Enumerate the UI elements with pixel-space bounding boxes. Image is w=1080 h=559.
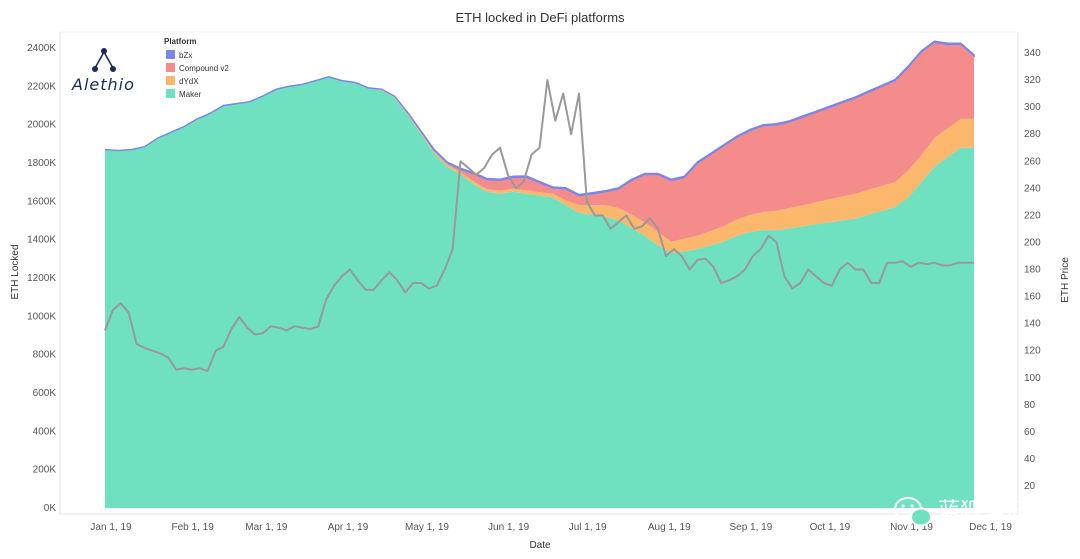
wechat-icon (894, 497, 932, 527)
y-tick-label: 1200K (27, 273, 56, 284)
x-tick-label: Apr 1, 19 (328, 522, 369, 533)
price-line-group (104, 79, 974, 372)
y2-tick-label: 300 (1024, 102, 1041, 113)
y2-tick-label: 340 (1024, 48, 1041, 59)
stacked-areas (104, 40, 975, 509)
x-tick-label: Nov 1, 19 (890, 522, 933, 533)
alethio-logo-text: Alethio (71, 75, 135, 94)
legend-label: bZx (179, 51, 192, 60)
y2-tick-label: 220 (1024, 210, 1041, 221)
x-tick-label: Dec 1, 19 (969, 522, 1012, 533)
legend-swatch-bzx (166, 50, 175, 59)
legend-label: Maker (179, 90, 202, 99)
y-tick-label: 2400K (27, 43, 56, 54)
y2-axis-title: ETH Price (1060, 257, 1071, 303)
x-tick-label: Oct 1, 19 (810, 522, 851, 533)
y2-tick-label: 20 (1024, 481, 1036, 492)
alethio-logo-icon (92, 48, 116, 72)
legend-swatch-compound-v2 (166, 63, 175, 72)
y-tick-label: 400K (33, 426, 57, 437)
gridlines (59, 31, 1019, 515)
y-tick-label: 1000K (27, 311, 56, 322)
x-tick-label: Jul 1, 19 (569, 522, 607, 533)
legend-label: Compound v2 (179, 64, 229, 73)
y-tick-label: 600K (33, 388, 57, 399)
y2-tick-label: 260 (1024, 156, 1041, 167)
area-maker (105, 76, 974, 509)
x-axis-ticks: Jan 1, 19 Feb 1, 19 Mar 1, 19 Apr 1, 19 May … (90, 522, 1012, 533)
eth-price-line (104, 79, 974, 372)
y-axis-ticks: 0K 200K 400K 600K 800K 1000K 1200K 1400K 1600K 18… (27, 43, 56, 514)
y-tick-label: 2000K (27, 120, 56, 131)
legend-swatch-maker (166, 89, 175, 98)
y2-tick-label: 40 (1024, 454, 1036, 465)
area-bzx (104, 40, 975, 197)
watermark: 蓝狐笔记 (894, 497, 1026, 527)
y-tick-label: 200K (33, 465, 57, 476)
x-tick-label: Mar 1, 19 (245, 522, 288, 533)
y-axis-title: ETH Locked (10, 244, 21, 299)
y-tick-label: 1800K (27, 158, 56, 169)
y2-tick-label: 60 (1024, 427, 1036, 438)
area-compound-v2 (105, 42, 974, 242)
y2-tick-label: 200 (1024, 237, 1041, 248)
y2-tick-label: 160 (1024, 292, 1041, 303)
watermark-text: 蓝狐笔记 (938, 499, 1026, 524)
x-axis-title: Date (529, 540, 551, 551)
y2-tick-label: 80 (1024, 400, 1036, 411)
alethio-logo: Alethio (71, 48, 135, 94)
x-tick-label: Sep 1, 19 (729, 522, 772, 533)
y-tick-label: 2200K (27, 81, 56, 92)
chart-title: ETH locked in DeFi platforms (455, 10, 625, 25)
x-tick-label: May 1, 19 (405, 522, 449, 533)
y-tick-label: 0K (44, 503, 57, 514)
y2-tick-label: 100 (1024, 373, 1041, 384)
legend-label: dYdX (179, 77, 199, 86)
y2-tick-label: 280 (1024, 129, 1041, 140)
y-tick-label: 800K (33, 350, 57, 361)
legend-swatch-dydx (166, 76, 175, 85)
x-tick-label: Jun 1, 19 (488, 522, 530, 533)
legend: Platform bZx Compound v2 dYdX Maker (164, 37, 229, 99)
x-tick-label: Aug 1, 19 (648, 522, 691, 533)
y2-tick-label: 240 (1024, 183, 1041, 194)
y2-axis-ticks: 20 40 60 80 100 120 140 160 180 200 220 240 260 280 30… (1024, 48, 1041, 492)
x-tick-label: Jan 1, 19 (90, 522, 132, 533)
y2-tick-label: 180 (1024, 265, 1041, 276)
y2-tick-label: 120 (1024, 346, 1041, 357)
y-tick-label: 1400K (27, 235, 56, 246)
y-tick-label: 1600K (27, 196, 56, 207)
x-tick-label: Feb 1, 19 (172, 522, 215, 533)
y2-tick-label: 140 (1024, 319, 1041, 330)
legend-title: Platform (164, 37, 196, 46)
y2-tick-label: 320 (1024, 75, 1041, 86)
